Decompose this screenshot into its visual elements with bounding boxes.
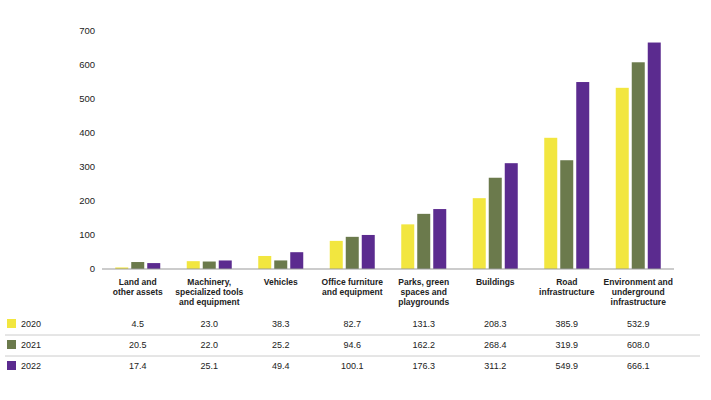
bar xyxy=(473,198,486,269)
x-tick-label: Roadinfrastructure xyxy=(539,277,595,297)
y-tick-label: 400 xyxy=(79,127,95,138)
table-value: 385.9 xyxy=(555,319,578,329)
y-tick-label: 100 xyxy=(79,229,95,240)
table-value: 268.4 xyxy=(484,340,507,350)
label-line: playgrounds xyxy=(398,297,449,307)
x-axis-line xyxy=(102,269,674,270)
table-value: 25.1 xyxy=(200,361,218,371)
table-rule xyxy=(5,335,700,336)
chart-svg: 0 100 200 300 400 500 600 700 Land andother asse… xyxy=(0,0,711,400)
bar xyxy=(544,138,557,269)
x-tick-label: Buildings xyxy=(476,277,515,287)
x-tick-label: Machinery,specialized toolsand equipment xyxy=(175,277,243,307)
legend-swatch xyxy=(7,361,16,370)
label-line: Buildings xyxy=(476,277,515,287)
y-tick-label: 600 xyxy=(79,59,95,70)
legend-swatch xyxy=(7,340,16,349)
bar xyxy=(505,163,518,269)
table-value: 49.4 xyxy=(272,361,290,371)
y-tick-label: 700 xyxy=(79,25,95,36)
table-value: 20.5 xyxy=(129,340,147,350)
legend-label: 2020 xyxy=(21,319,41,329)
x-tick-label: Parks, greenspaces andplaygrounds xyxy=(398,277,449,307)
bar xyxy=(616,88,629,269)
table-value: 100.1 xyxy=(341,361,364,371)
label-line: Office furniture xyxy=(322,277,384,287)
bar xyxy=(203,262,216,269)
table-value: 176.3 xyxy=(412,361,435,371)
legend-label: 2022 xyxy=(21,361,41,371)
bar xyxy=(648,43,661,269)
table-value: 23.0 xyxy=(200,319,218,329)
table-value: 162.2 xyxy=(412,340,435,350)
label-line: underground xyxy=(612,287,665,297)
table-value: 38.3 xyxy=(272,319,290,329)
bar xyxy=(147,263,160,269)
bar xyxy=(489,178,502,269)
bar xyxy=(433,209,446,269)
label-line: Vehicles xyxy=(264,277,298,287)
table-value: 131.3 xyxy=(412,319,435,329)
legend-swatch xyxy=(7,319,16,328)
label-line: Parks, green xyxy=(398,277,449,287)
x-tick-label: Environment andundergroundinfrastructure xyxy=(604,277,673,307)
label-line: specialized tools xyxy=(175,287,243,297)
table-value: 25.2 xyxy=(272,340,290,350)
x-tick-label: Office furnitureand equipment xyxy=(322,277,384,297)
table-value: 4.5 xyxy=(131,319,144,329)
chart-container: 0 100 200 300 400 500 600 700 Land andother asse… xyxy=(0,0,711,400)
table-rule xyxy=(5,356,700,357)
y-tick-label: 500 xyxy=(79,93,95,104)
table-value: 319.9 xyxy=(555,340,578,350)
bar xyxy=(417,214,430,269)
bar xyxy=(274,260,287,269)
y-tick-label: 0 xyxy=(90,263,95,274)
bar xyxy=(258,256,271,269)
bar xyxy=(560,160,573,269)
bar xyxy=(362,235,375,269)
y-tick-label: 200 xyxy=(79,195,95,206)
x-tick-label: Vehicles xyxy=(264,277,298,287)
label-line: infrastructure xyxy=(611,297,667,307)
bar xyxy=(187,261,200,269)
label-line: Machinery, xyxy=(187,277,231,287)
bar xyxy=(330,241,343,269)
table-value: 22.0 xyxy=(200,340,218,350)
bar xyxy=(131,262,144,269)
x-tick-label: Land andother assets xyxy=(113,277,163,297)
table-value: 82.7 xyxy=(343,319,361,329)
table-value: 532.9 xyxy=(627,319,650,329)
legend-label: 2021 xyxy=(21,340,41,350)
label-line: and equipment xyxy=(179,297,240,307)
label-line: Road xyxy=(556,277,577,287)
table-value: 208.3 xyxy=(484,319,507,329)
label-line: spaces and xyxy=(401,287,447,297)
bar xyxy=(346,237,359,269)
bar xyxy=(632,62,645,269)
y-tick-label: 300 xyxy=(79,161,95,172)
bars xyxy=(115,43,661,269)
bar xyxy=(219,260,232,269)
table-value: 94.6 xyxy=(343,340,361,350)
table-value: 311.2 xyxy=(484,361,506,371)
table-value: 17.4 xyxy=(129,361,147,371)
bar xyxy=(290,252,303,269)
table-value: 549.9 xyxy=(555,361,578,371)
label-line: other assets xyxy=(113,287,163,297)
table-value: 608.0 xyxy=(627,340,650,350)
label-line: infrastructure xyxy=(539,287,595,297)
label-line: Environment and xyxy=(604,277,673,287)
table-value: 666.1 xyxy=(627,361,650,371)
label-line: and equipment xyxy=(322,287,383,297)
label-line: Land and xyxy=(119,277,157,287)
bar xyxy=(576,82,589,269)
bar xyxy=(401,224,414,269)
